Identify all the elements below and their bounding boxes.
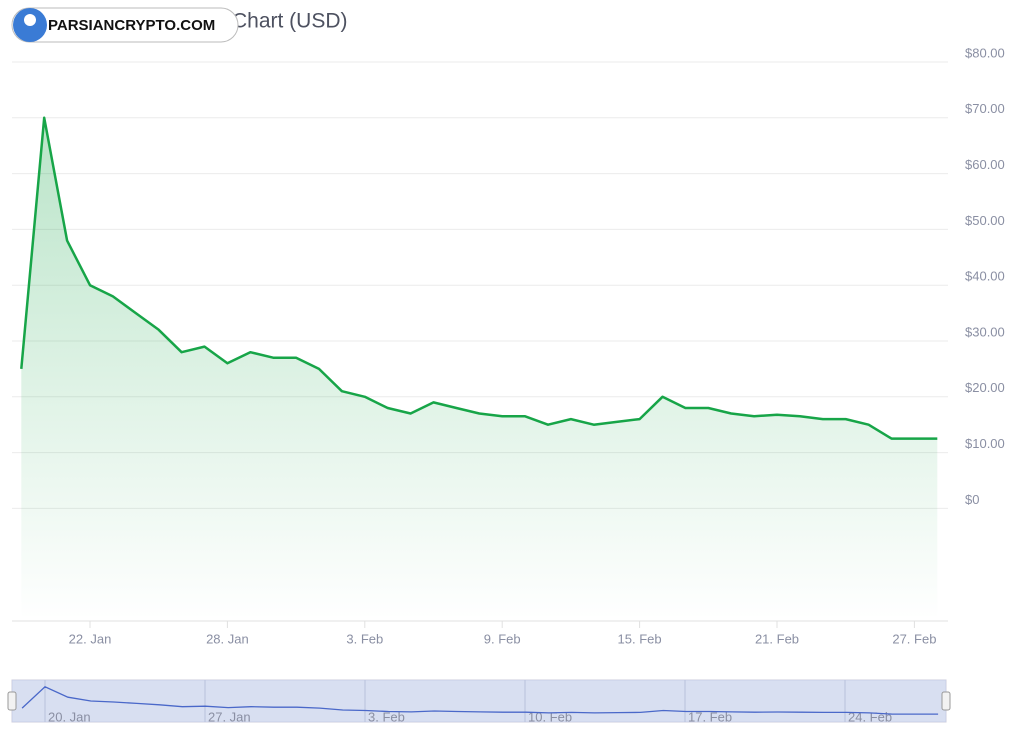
x-tick-label: 22. Jan bbox=[69, 631, 112, 646]
y-tick-label: $80.00 bbox=[965, 45, 1005, 60]
y-tick-label: $30.00 bbox=[965, 324, 1005, 339]
y-tick-label: $20.00 bbox=[965, 380, 1005, 395]
x-tick-label: 28. Jan bbox=[206, 631, 249, 646]
watermark: PARSIANCRYPTO.COM bbox=[11, 7, 239, 43]
navigator-label: 17. Feb bbox=[688, 709, 732, 724]
navigator-line bbox=[21, 686, 939, 715]
watermark-pill bbox=[11, 7, 239, 43]
navigator-handle[interactable] bbox=[941, 691, 951, 711]
y-tick-label: $70.00 bbox=[965, 101, 1005, 116]
plot: $0 $10.00 $20.00 $30.00 $40.00 $50.00 $60.00 $7… bbox=[7, 45, 1005, 724]
navigator-label: 10. Feb bbox=[528, 709, 572, 724]
watermark-text: PARSIANCRYPTO.COM bbox=[48, 17, 215, 34]
navigator-label: 3. Feb bbox=[368, 709, 405, 724]
navigator-label: 20. Jan bbox=[48, 709, 91, 724]
y-tick-label: $40.00 bbox=[965, 269, 1005, 284]
x-tick-label: 27. Feb bbox=[892, 631, 936, 646]
watermark-logo-dot bbox=[24, 14, 36, 26]
y-tick-label: $10.00 bbox=[965, 436, 1005, 451]
x-tick-label: 3. Feb bbox=[346, 631, 383, 646]
x-tick-label: 21. Feb bbox=[755, 631, 799, 646]
y-tick-label: $50.00 bbox=[965, 213, 1005, 228]
y-tick-label: $60.00 bbox=[965, 157, 1005, 172]
navigator-handle[interactable] bbox=[7, 691, 17, 711]
navigator-selection bbox=[12, 680, 946, 722]
x-tick-label: 15. Feb bbox=[618, 631, 662, 646]
price-line bbox=[20, 116, 938, 440]
y-tick-label: $0 bbox=[965, 492, 979, 507]
navigator-label: 24. Feb bbox=[848, 709, 892, 724]
area bbox=[21, 117, 938, 621]
x-tick-label: 9. Feb bbox=[484, 631, 521, 646]
navigator-label: 27. Jan bbox=[208, 709, 251, 724]
chart-title: Chart (USD) bbox=[232, 10, 348, 33]
